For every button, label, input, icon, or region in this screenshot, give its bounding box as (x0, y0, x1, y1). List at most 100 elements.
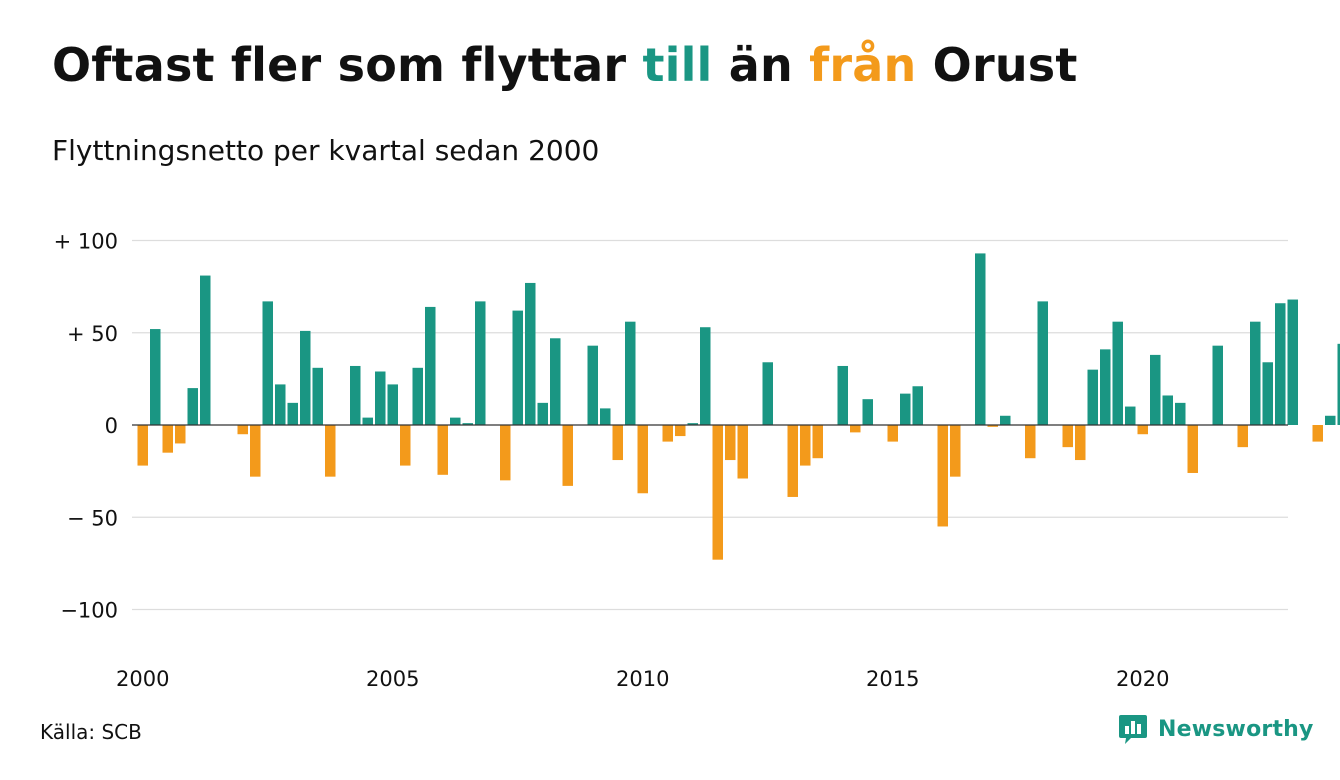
bar (350, 365, 361, 425)
bar (850, 425, 861, 433)
bar (1087, 369, 1098, 425)
bar (1175, 402, 1186, 425)
bar (712, 425, 723, 560)
x-tick-label: 2000 (116, 667, 169, 691)
bar (287, 402, 298, 425)
bar (175, 425, 186, 444)
bar (200, 275, 211, 425)
bar (937, 425, 948, 527)
x-tick-label: 2020 (1116, 667, 1169, 691)
bar (862, 399, 873, 425)
bar (725, 425, 736, 461)
bar (1312, 425, 1323, 442)
chart-title: Oftast fler som flyttar till än från Oru… (52, 40, 1078, 91)
bar (1237, 425, 1248, 448)
brand-name: Newsworthy (1158, 716, 1314, 742)
bar (787, 425, 798, 497)
bar (1100, 349, 1111, 425)
bar (362, 417, 373, 425)
bar (312, 367, 323, 426)
bar (1337, 343, 1340, 425)
bar (500, 425, 511, 481)
x-tick-label: 2010 (616, 667, 669, 691)
bar (1075, 425, 1086, 461)
bar (1325, 415, 1336, 425)
bar (1275, 303, 1286, 425)
bar (262, 301, 273, 425)
bar (837, 365, 848, 425)
bar (1150, 354, 1161, 425)
bar (1037, 301, 1048, 425)
bar (700, 327, 711, 425)
bar (1000, 415, 1011, 425)
bar (450, 417, 461, 425)
bar (675, 425, 686, 437)
bar-chart-speech-bubble-icon (1119, 715, 1147, 744)
bar (1162, 395, 1173, 425)
bar (512, 310, 523, 425)
bar (1250, 321, 1261, 425)
title-part-fran: från (809, 38, 917, 92)
bar (812, 425, 823, 459)
bar (1062, 425, 1073, 448)
bar (1212, 345, 1223, 425)
bar (662, 425, 673, 442)
bar (637, 425, 648, 494)
bar (300, 330, 311, 425)
bar (187, 388, 198, 425)
bar (562, 425, 573, 486)
y-tick-label: + 50 (67, 322, 118, 346)
bar (600, 408, 611, 425)
bar (462, 423, 473, 425)
bar (387, 384, 398, 425)
bar (150, 329, 161, 425)
bar (325, 425, 336, 477)
bar (762, 362, 773, 425)
title-part: Oftast fler som flyttar (52, 38, 643, 92)
bar (887, 425, 898, 442)
bar (425, 306, 436, 425)
bar (1187, 425, 1198, 473)
bar (625, 321, 636, 425)
bar (1137, 425, 1148, 435)
bar (800, 425, 811, 466)
bar (1125, 406, 1136, 425)
title-part: Orust (916, 38, 1078, 92)
y-tick-label: −100 (60, 599, 118, 623)
y-tick-label: − 50 (67, 506, 118, 530)
bar (437, 425, 448, 475)
x-tick-label: 2015 (866, 667, 919, 691)
bar (975, 253, 986, 425)
bar (950, 425, 961, 477)
bar (912, 386, 923, 425)
bar (525, 282, 536, 425)
bar (1262, 362, 1273, 425)
bar (1112, 321, 1123, 425)
bar (612, 425, 623, 461)
bar (550, 338, 561, 425)
x-tick-label: 2005 (366, 667, 419, 691)
source-note: Källa: SCB (40, 720, 142, 744)
bar (687, 423, 698, 425)
bar (587, 345, 598, 425)
chart-subtitle: Flyttningsnetto per kvartal sedan 2000 (52, 134, 600, 167)
bar (137, 425, 148, 466)
bar (400, 425, 411, 466)
bar (1287, 299, 1298, 425)
title-part-till: till (642, 38, 713, 92)
bar (737, 425, 748, 479)
bar (237, 425, 248, 435)
bar (987, 425, 998, 427)
bar (1025, 425, 1036, 459)
title-part: än (712, 38, 810, 92)
brand-logo: Newsworthy (1118, 713, 1314, 745)
bar (537, 402, 548, 425)
bar (475, 301, 486, 425)
bar (900, 393, 911, 425)
bar (162, 425, 173, 453)
y-tick-label: 0 (105, 414, 118, 438)
y-tick-label: + 100 (54, 230, 118, 254)
bar (375, 371, 386, 426)
bar (412, 367, 423, 426)
